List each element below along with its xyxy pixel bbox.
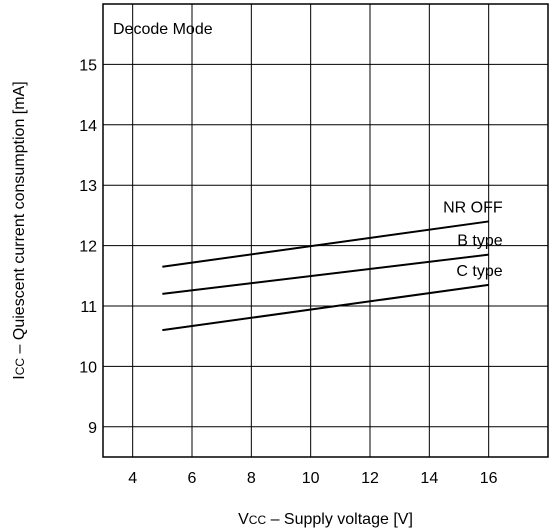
x-tick-label-14: 14: [420, 470, 438, 487]
y-tick-label-15: 15: [79, 57, 97, 74]
y-tick-label-13: 13: [79, 178, 97, 195]
y-tick-labels: 9 10 11 12 13 14 15: [79, 57, 97, 436]
x-tick-label-12: 12: [361, 470, 379, 487]
x-tick-labels: 4 6 8 10 12 14 16: [128, 470, 497, 487]
series-labels: NR OFF B type C type: [443, 199, 503, 279]
series-line-c-type: [162, 283, 489, 332]
y-tick-label-9: 9: [88, 420, 97, 437]
plot-frame: [102, 3, 549, 458]
series-label-b-type: B type: [457, 233, 502, 250]
series-line-b-type: [162, 253, 489, 295]
y-tick-label-14: 14: [79, 118, 97, 135]
x-tick-label-4: 4: [128, 470, 137, 487]
series-line-nr-off: [162, 220, 489, 268]
x-axis-label: VCC – Supply voltage [V]: [238, 511, 413, 528]
y-tick-label-12: 12: [79, 239, 97, 256]
y-tick-label-11: 11: [80, 299, 97, 316]
grid: [103, 4, 548, 457]
series-label-nr-off: NR OFF: [443, 199, 503, 216]
series-group: [162, 220, 489, 332]
y-axis-label: ICC – Quiescent current consumption [mA]: [11, 81, 28, 379]
x-tick-label-16: 16: [480, 470, 498, 487]
y-tick-label-10: 10: [79, 359, 97, 376]
series-label-c-type: C type: [456, 263, 502, 280]
x-tick-label-10: 10: [302, 470, 320, 487]
annotation-decode-mode: Decode Mode: [113, 21, 213, 38]
x-tick-label-8: 8: [247, 470, 256, 487]
x-tick-label-6: 6: [188, 470, 197, 487]
